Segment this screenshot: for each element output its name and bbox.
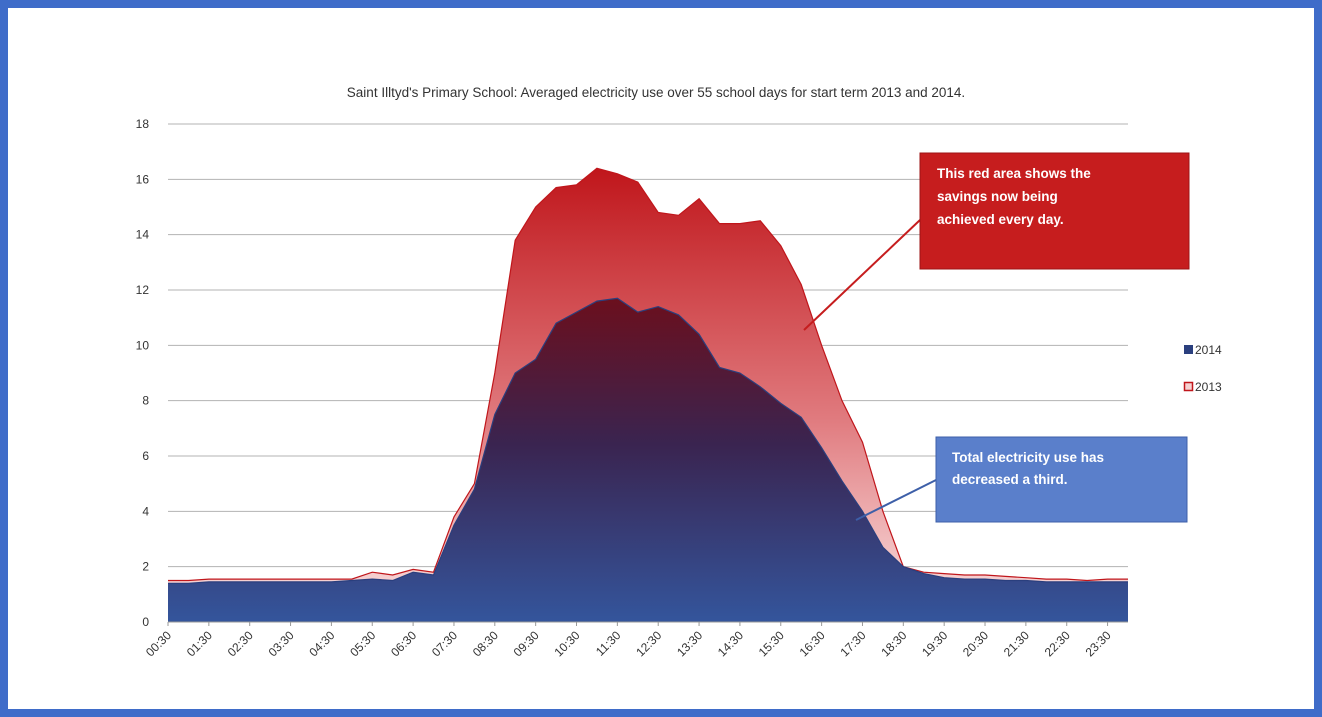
x-tick-label: 17:30 (837, 628, 868, 659)
x-tick-label: 03:30 (266, 628, 297, 659)
callout-decrease-pointer (855, 479, 937, 521)
x-tick-label: 09:30 (511, 628, 542, 659)
x-tick-label: 20:30 (960, 628, 991, 659)
x-axis-ticks: 00:30 01:30 02:30 03:30 04:30 05:30 06:30 07:30… (143, 622, 1114, 659)
x-tick-label: 07:30 (429, 628, 460, 659)
callout-savings-pointer (803, 219, 921, 331)
legend-label-2013: 2013 (1195, 380, 1222, 394)
y-tick-label: 8 (142, 394, 149, 408)
x-tick-label: 23:30 (1083, 628, 1114, 659)
y-tick-label: 0 (142, 615, 149, 629)
x-tick-label: 14:30 (715, 628, 746, 659)
legend-swatch-2014 (1184, 345, 1193, 354)
electricity-area-chart: Saint Illtyd's Primary School: Averaged … (136, 85, 1222, 659)
y-tick-label: 10 (136, 338, 150, 352)
x-tick-label: 16:30 (797, 628, 828, 659)
x-tick-label: 22:30 (1042, 628, 1073, 659)
x-tick-label: 13:30 (674, 628, 705, 659)
x-tick-label: 12:30 (633, 628, 664, 659)
y-tick-label: 6 (142, 449, 149, 463)
y-tick-label: 2 (142, 560, 149, 574)
x-tick-label: 18:30 (878, 628, 909, 659)
series-line-2013 (168, 167, 1128, 582)
y-tick-label: 18 (136, 117, 150, 131)
legend-label-2014: 2014 (1195, 343, 1222, 357)
x-tick-label: 02:30 (225, 628, 256, 659)
y-axis-ticks: 0 2 4 6 8 10 12 14 16 18 (136, 117, 150, 629)
legend-swatch-2013 (1183, 381, 1194, 392)
x-tick-label: 10:30 (551, 628, 582, 659)
series-area-2014 (168, 298, 1128, 622)
y-tick-label: 16 (136, 172, 150, 186)
x-tick-label: 19:30 (919, 628, 950, 659)
x-tick-label: 04:30 (306, 628, 337, 659)
series-layer (168, 167, 1128, 623)
callout-decrease-box (935, 436, 1188, 523)
y-tick-label: 4 (142, 504, 149, 518)
x-tick-label: 08:30 (470, 628, 501, 659)
callout-savings-text: This red area shows the savings now being… (937, 166, 1091, 227)
x-tick-label: 11:30 (593, 628, 624, 659)
callout-decrease-text: Total electricity use has decreased a thi… (952, 450, 1104, 487)
series-line-2014 (168, 297, 1128, 584)
callout-savings-box (919, 152, 1190, 270)
x-tick-label: 06:30 (388, 628, 419, 659)
x-tick-label: 21:30 (1001, 628, 1032, 659)
callout-savings: This red area shows the savings now being… (803, 152, 1190, 331)
x-tick-label: 00:30 (143, 628, 174, 659)
y-tick-label: 12 (136, 283, 150, 297)
x-tick-label: 05:30 (347, 628, 378, 659)
y-tick-label: 14 (136, 228, 150, 242)
x-tick-label: 01:30 (184, 628, 215, 659)
callout-decrease: Total electricity use has decreased a thi… (855, 436, 1188, 523)
chart-title: Saint Illtyd's Primary School: Averaged … (347, 85, 965, 100)
x-tick-label: 15:30 (756, 628, 787, 659)
legend: 2014 2013 (1183, 343, 1222, 394)
chart-frame: Saint Illtyd's Primary School: Averaged … (8, 8, 1314, 709)
